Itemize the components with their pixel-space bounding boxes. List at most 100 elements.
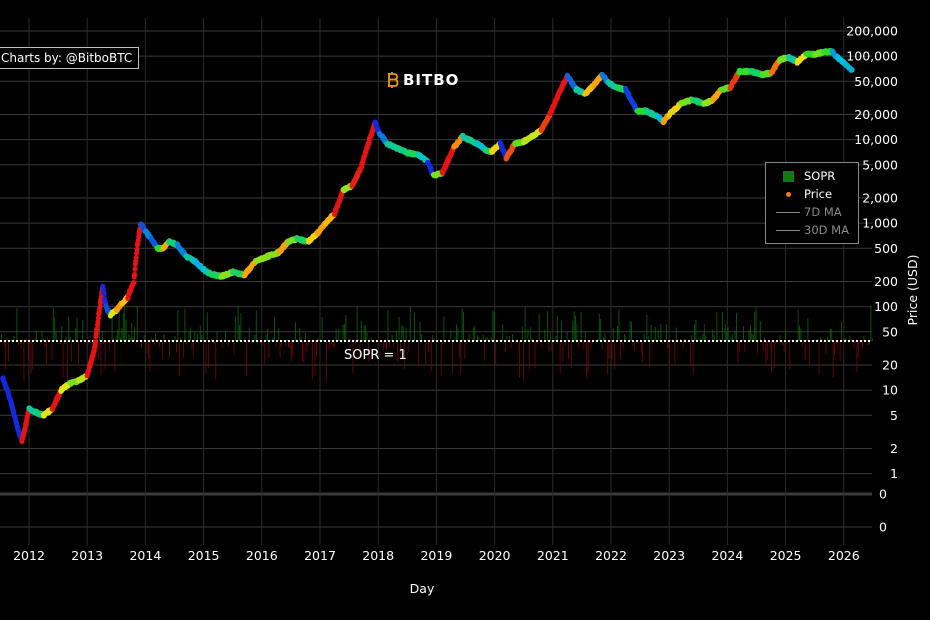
sopr-bar-positive xyxy=(485,337,487,341)
sopr-bar-positive xyxy=(54,317,56,341)
sopr-bar-positive xyxy=(432,335,434,341)
sopr-bar-positive xyxy=(736,312,737,341)
y-tick-label: 100,000 xyxy=(846,49,898,64)
legend-item-7d-ma[interactable]: 7D MA xyxy=(766,203,858,221)
sopr-bar-negative xyxy=(775,341,777,345)
sopr-bar-negative xyxy=(451,341,453,374)
sopr-bar-positive xyxy=(531,338,533,341)
sopr-bar-positive xyxy=(650,325,652,341)
sopr-bar-positive xyxy=(134,326,135,341)
sopr-bar-negative xyxy=(425,341,427,364)
legend-label: SOPR xyxy=(804,169,836,183)
sopr-bar-negative xyxy=(835,341,837,344)
sopr-bar-negative xyxy=(857,341,859,358)
legend-label: 7D MA xyxy=(804,205,842,219)
sopr-bar-negative xyxy=(325,341,327,382)
legend: SOPR Price 7D MA 30D MA xyxy=(765,162,859,244)
sopr-bar-negative xyxy=(587,341,589,372)
sopr-bar-negative xyxy=(307,341,309,346)
sopr-bar-positive xyxy=(654,327,656,341)
sopr-bar-negative xyxy=(334,341,336,350)
sopr-bar-positive xyxy=(502,324,504,341)
sopr-bar-positive xyxy=(850,338,852,341)
sopr-bar-positive xyxy=(125,320,127,341)
sopr-bar-negative xyxy=(384,341,386,348)
sopr-bar-negative xyxy=(404,341,406,369)
sopr-bar-negative xyxy=(757,341,758,353)
sopr-bar-negative xyxy=(153,341,155,345)
sopr-bar-negative xyxy=(62,341,64,377)
sopr-bar-negative xyxy=(590,341,592,348)
sopr-bar-positive xyxy=(244,338,246,341)
sopr-bar-negative xyxy=(619,341,621,359)
sopr-bar-negative xyxy=(388,341,390,348)
sopr-bar-positive xyxy=(321,317,323,341)
sopr-bar-negative xyxy=(359,341,361,356)
price-point xyxy=(131,280,137,286)
sopr-reference-label: SOPR = 1 xyxy=(344,348,407,363)
sopr-bar-positive xyxy=(477,335,478,341)
sopr-bar-negative xyxy=(393,341,394,347)
sopr-bar-positive xyxy=(254,334,256,341)
sopr-bar-positive xyxy=(174,335,176,341)
sopr-bar-negative xyxy=(59,341,61,345)
sopr-bar-positive xyxy=(555,335,557,341)
sopr-bar-positive xyxy=(353,340,355,341)
sopr-bar-positive xyxy=(216,331,218,341)
sopr-bar-negative xyxy=(303,341,305,363)
sopr-bar-positive xyxy=(829,328,831,341)
sopr-bar-negative xyxy=(289,341,291,349)
sopr-bar-positive xyxy=(821,338,823,341)
sopr-bar-negative xyxy=(327,341,329,343)
legend-item-price[interactable]: Price xyxy=(766,185,858,203)
sopr-bar-positive xyxy=(554,339,555,341)
sopr-bar-negative xyxy=(257,341,259,344)
price-point xyxy=(95,319,101,325)
price-point xyxy=(132,271,138,277)
legend-item-sopr[interactable]: SOPR xyxy=(766,167,858,185)
x-tick-label: 2019 xyxy=(420,548,452,563)
sopr-bar-negative xyxy=(855,341,856,343)
sopr-bar-positive xyxy=(99,325,100,341)
sopr-bar-negative xyxy=(169,341,170,358)
sopr-bar-negative xyxy=(15,341,16,343)
sopr-bar-negative xyxy=(31,341,33,370)
sopr-bar-positive xyxy=(750,325,751,341)
sopr-bar-positive xyxy=(274,317,275,341)
sopr-bar-positive xyxy=(509,335,511,341)
sopr-bar-positive xyxy=(545,339,547,341)
y-tick-label: 1,000 xyxy=(862,216,898,231)
sopr-bar-positive xyxy=(304,332,306,341)
sopr-bar-positive xyxy=(526,339,527,341)
sopr-bar-positive xyxy=(272,337,274,341)
sopr-bar-positive xyxy=(647,336,649,341)
sopr-bar-positive xyxy=(34,337,36,341)
sopr-bar-positive xyxy=(295,322,296,341)
x-tick-label: 2026 xyxy=(828,548,860,563)
sopr-bar-positive xyxy=(155,333,156,341)
sopr-bar-negative xyxy=(689,341,691,368)
sopr-bar-negative xyxy=(685,341,687,343)
sopr-bar-positive xyxy=(544,330,546,341)
sopr-bar-negative xyxy=(408,341,410,353)
sopr-bar-negative xyxy=(159,341,161,348)
sopr-bar-negative xyxy=(176,341,177,352)
sopr-bar-positive xyxy=(269,339,271,341)
sopr-bar-negative xyxy=(498,341,499,343)
sopr-bar-negative xyxy=(661,341,663,345)
sopr-bar-negative xyxy=(110,341,112,345)
sopr-bar-positive xyxy=(461,308,463,341)
legend-item-30d-ma[interactable]: 30D MA xyxy=(766,221,858,239)
sopr-bar-negative xyxy=(383,341,385,351)
sopr-bar-negative xyxy=(30,341,32,374)
sopr-bar-negative xyxy=(192,341,194,357)
sopr-bar-positive xyxy=(594,339,596,341)
sopr-bar-positive xyxy=(566,332,568,341)
sopr-bar-negative xyxy=(836,341,838,346)
sopr-bar-positive xyxy=(69,336,71,341)
sopr-bar-positive xyxy=(446,339,448,341)
sopr-bar-negative xyxy=(264,341,266,364)
sopr-bar-positive xyxy=(43,338,44,341)
sopr-bar-negative xyxy=(251,341,253,344)
